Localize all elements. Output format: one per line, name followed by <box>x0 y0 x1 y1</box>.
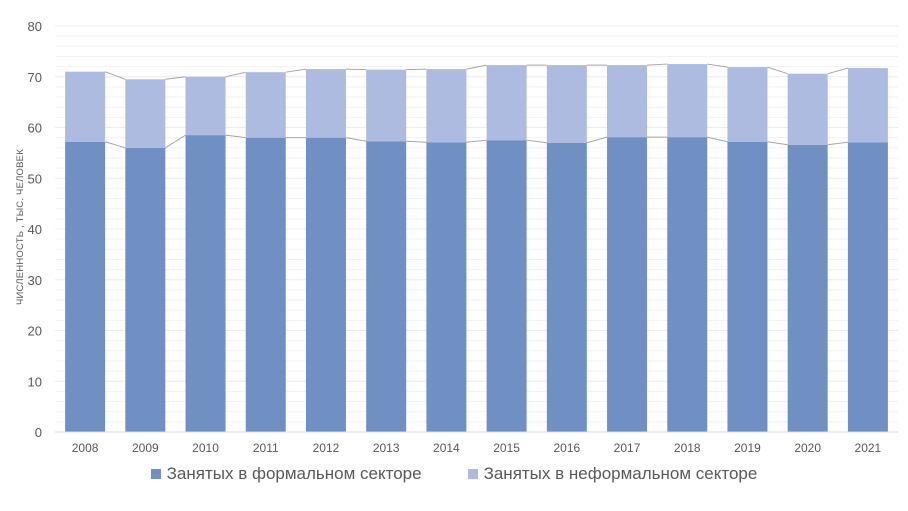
series-line-informal <box>827 67 849 75</box>
bar-informal <box>245 72 286 138</box>
series-line-formal <box>767 141 788 146</box>
series-line-formal <box>526 139 547 144</box>
bar-formal <box>787 144 828 432</box>
legend-swatch-formal <box>150 469 161 479</box>
x-tick-label: 2016 <box>553 441 580 455</box>
legend: Занятых в формальном секторе Занятых в н… <box>0 464 908 484</box>
series-line-informal <box>647 63 668 66</box>
y-tick-label: 50 <box>28 171 42 186</box>
bar-formal <box>245 137 286 432</box>
bar-formal <box>667 137 708 432</box>
series-line-formal <box>104 141 126 149</box>
series-line-informal <box>104 71 126 80</box>
bar-informal <box>426 69 467 143</box>
series-line-formal <box>707 136 728 143</box>
bar-informal <box>847 68 888 143</box>
series-lines <box>104 63 849 149</box>
bar-formal <box>125 147 166 433</box>
x-tick-label: 2014 <box>433 441 460 455</box>
x-tick-label: 2017 <box>614 441 641 455</box>
y-tick-label: 60 <box>28 121 42 136</box>
y-axis-label: ЧИСЛЕННОСТЬ , ТЫС. ЧЕЛОВЕК <box>15 149 26 305</box>
series-line-formal <box>466 139 487 143</box>
bar-formal <box>426 142 467 432</box>
bar-informal <box>305 69 346 138</box>
bar-informal <box>667 64 708 138</box>
y-tick-label: 20 <box>28 324 42 339</box>
bar-formal <box>607 137 648 432</box>
bar-formal <box>727 141 768 432</box>
x-tick-label: 2018 <box>674 441 701 455</box>
bar-formal <box>185 135 226 433</box>
bar-informal <box>787 73 828 145</box>
series-line-informal <box>466 64 487 70</box>
y-tick-label: 30 <box>28 273 42 288</box>
y-tick-label: 80 <box>28 19 42 34</box>
x-tick-label: 2009 <box>132 441 159 455</box>
series-line-formal <box>345 137 367 142</box>
x-tick-label: 2021 <box>855 441 882 455</box>
bar-informal <box>486 65 527 141</box>
series-line-formal <box>586 136 608 144</box>
y-tick-label: 10 <box>28 374 42 389</box>
x-tick-label: 2011 <box>253 441 279 455</box>
series-line-informal <box>345 68 367 71</box>
legend-item-informal: Занятых в неформальном секторе <box>467 464 758 484</box>
series-line-informal <box>707 63 728 68</box>
series-line-formal <box>225 134 246 139</box>
series-line-informal <box>406 68 427 71</box>
x-tick-label: 2013 <box>373 441 400 455</box>
bar-formal <box>305 137 346 432</box>
bar-informal <box>607 65 648 138</box>
series-line-formal <box>406 140 427 143</box>
x-tick-label: 2020 <box>794 441 821 455</box>
bars <box>65 64 888 433</box>
y-tick-label: 70 <box>28 70 42 85</box>
legend-item-formal: Занятых в формальном секторе <box>150 464 422 484</box>
series-line-informal <box>165 76 186 80</box>
bar-formal <box>65 141 106 432</box>
x-tick-label: 2015 <box>493 441 520 455</box>
bar-formal <box>546 142 587 432</box>
series-line-informal <box>285 68 307 73</box>
x-tick-label: 2012 <box>313 441 340 455</box>
series-line-informal <box>767 66 788 75</box>
x-axis-ticks: 2008 2009 2010 2011 2012 2013 2014 2015 2016 2017… <box>72 441 882 455</box>
x-tick-label: 2010 <box>192 441 219 455</box>
series-line-formal <box>165 134 186 149</box>
series-line-informal <box>225 71 246 78</box>
bar-informal <box>185 76 226 136</box>
bar-informal <box>546 65 587 143</box>
x-tick-label: 2019 <box>734 441 761 455</box>
y-axis-ticks: 0 10 20 30 40 50 60 70 80 <box>28 19 42 440</box>
legend-label-formal: Занятых в формальном секторе <box>166 464 422 483</box>
bar-informal <box>125 79 166 148</box>
x-tick-label: 2008 <box>72 441 99 455</box>
series-line-formal <box>827 141 848 146</box>
bar-informal <box>727 67 768 142</box>
bar-informal <box>366 69 407 142</box>
bar-formal <box>366 141 407 432</box>
gridlines <box>55 25 898 423</box>
legend-swatch-informal <box>467 469 478 479</box>
y-tick-label: 0 <box>35 425 42 440</box>
bar-informal <box>65 71 106 142</box>
bar-formal <box>486 140 527 432</box>
bar-formal <box>847 142 888 432</box>
legend-label-informal: Занятых в неформальном секторе <box>483 464 758 483</box>
y-tick-label: 40 <box>28 222 42 237</box>
